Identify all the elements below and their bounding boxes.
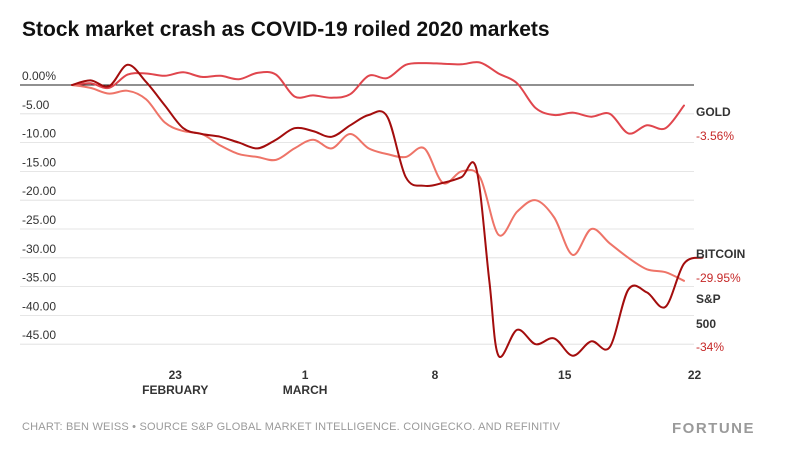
grid-lines — [20, 84, 694, 345]
y-tick-label: -35.00 — [22, 271, 56, 285]
sp-end-value: -34% — [696, 340, 724, 354]
x-tick-day: 8 — [432, 368, 439, 382]
x-tick-day: 15 — [558, 368, 572, 382]
y-tick-label: -15.00 — [22, 155, 56, 169]
x-tick-day: 1 — [302, 368, 309, 382]
publisher-logo: FORTUNE — [672, 420, 755, 433]
y-tick-label: -20.00 — [22, 184, 56, 198]
chart-title: Stock market crash as COVID-19 roiled 20… — [22, 18, 550, 41]
gold-series-name: GOLD — [696, 105, 731, 119]
sp-series-name-line2: 500 — [696, 317, 716, 331]
y-axis-labels: 0.00% -5.00 -10.00 -15.00 -20.00 -25.00 -30.00… — [22, 69, 56, 342]
x-tick-month: FEBRUARY — [142, 383, 208, 397]
x-tick-day: 22 — [688, 368, 702, 382]
bitcoin-end-value: -29.95% — [696, 271, 741, 285]
y-tick-label: -40.00 — [22, 299, 56, 313]
y-tick-label: 0.00% — [22, 69, 56, 83]
x-tick-day: 23 — [169, 368, 183, 382]
y-tick-label: -10.00 — [22, 127, 56, 141]
x-tick-month: MARCH — [283, 383, 328, 397]
y-tick-label: -30.00 — [22, 242, 56, 256]
series-lines — [71, 61, 704, 359]
y-tick-label: -25.00 — [22, 213, 56, 227]
line-chart: 0.00% -5.00 -10.00 -15.00 -20.00 -25.00 -30.00… — [20, 61, 745, 397]
source-credit: CHART: BEN WEISS • SOURCE S&P GLOBAL MAR… — [22, 421, 561, 433]
sp-series-name-line1: S&P — [696, 292, 721, 306]
y-tick-label: -5.00 — [22, 98, 50, 112]
y-tick-label: -45.00 — [22, 328, 56, 342]
gold-end-value: -3.56% — [696, 129, 734, 143]
series-end-labels: GOLD -3.56% BITCOIN -29.95% S&P 500 -34% — [696, 105, 745, 354]
bitcoin-series-name: BITCOIN — [696, 247, 745, 261]
series-line-sp — [71, 84, 685, 282]
series-line-gold — [71, 61, 685, 135]
series-line-bitcoin — [71, 63, 704, 359]
